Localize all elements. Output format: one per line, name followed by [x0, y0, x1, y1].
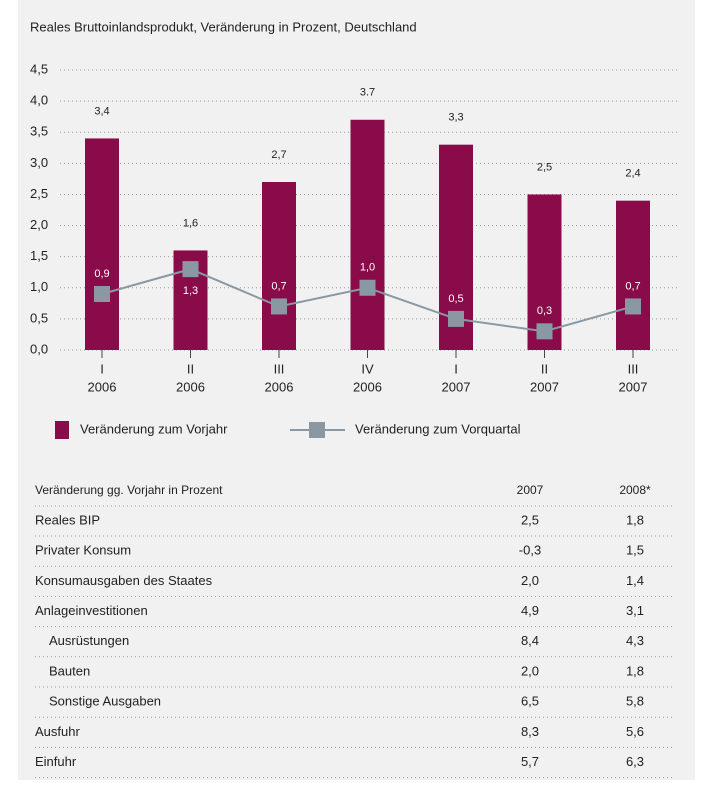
legend-swatch	[55, 421, 69, 439]
line-value-label: 1,3	[183, 285, 198, 297]
table-cell: Konsumausgaben des Staates	[35, 573, 213, 588]
table-cell: 6,5	[521, 694, 539, 709]
bar	[350, 119, 385, 351]
x-tick-label: IV	[361, 361, 374, 376]
table-cell: Ausfuhr	[35, 724, 80, 739]
table-cell: 5,8	[626, 694, 644, 709]
y-tick-label: 4,5	[30, 61, 48, 76]
table-cell: 5,7	[521, 754, 539, 769]
line-marker	[448, 310, 464, 327]
table-cell: 1,4	[626, 573, 644, 588]
legend-label: Veränderung zum Vorjahr	[80, 421, 228, 436]
x-tick-label: 2007	[619, 379, 648, 394]
bar-value-label: 2,5	[537, 161, 552, 173]
table-cell: -0,3	[519, 543, 541, 558]
x-tick-label: 2007	[442, 379, 471, 394]
x-tick-label: II	[187, 361, 194, 376]
bar	[85, 138, 119, 350]
x-tick-label: 2007	[530, 379, 559, 394]
bar-value-label: 3,3	[448, 112, 463, 124]
x-tick-label: III	[274, 361, 285, 376]
bar	[616, 200, 650, 350]
bar-value-label: 2,7	[271, 149, 286, 161]
table-header: Veränderung gg. Vorjahr in Prozent	[35, 483, 223, 497]
table-cell: Anlageinvestitionen	[35, 603, 148, 618]
line-value-label: 0,7	[271, 280, 286, 292]
x-tick-label: III	[628, 361, 639, 376]
bar-value-label: 3,4	[94, 105, 109, 117]
table-cell: Reales BIP	[35, 512, 100, 527]
table-cell: 2,5	[521, 512, 539, 527]
line-value-label: 0,9	[94, 268, 109, 280]
table-cell: 1,5	[626, 543, 644, 558]
y-tick-label: 3,0	[30, 155, 48, 170]
line-marker	[536, 323, 553, 340]
y-tick-label: 0,0	[30, 341, 48, 356]
table-cell: 1,8	[626, 512, 644, 527]
bar	[262, 182, 296, 350]
legend-label: Veränderung zum Vorquartal	[355, 421, 521, 436]
line-value-label: 0,3	[537, 305, 552, 317]
y-tick-label: 2,5	[30, 186, 48, 201]
line-marker	[94, 286, 110, 302]
table-cell: 5,6	[626, 724, 644, 739]
line-marker	[625, 298, 641, 315]
x-tick-label: I	[454, 361, 458, 376]
table-cell: 2,0	[521, 663, 539, 678]
legend-marker	[309, 422, 325, 438]
bar-value-label: 1,6	[183, 217, 198, 229]
bar-value-label: 3.7	[360, 87, 375, 99]
line-value-label: 0,7	[625, 280, 640, 292]
table-cell: 8,3	[521, 724, 539, 739]
table-cell: Privater Konsum	[35, 543, 131, 558]
x-tick-label: 2006	[176, 379, 205, 394]
line-value-label: 0,5	[448, 293, 463, 305]
x-tick-label: 2006	[88, 379, 117, 394]
line-value-label: 1,0	[360, 262, 375, 274]
table-cell: Bauten	[49, 663, 90, 678]
y-tick-label: 0,5	[30, 310, 48, 325]
x-tick-label: 2006	[353, 379, 382, 394]
chart-title: Reales Bruttoinlandsprodukt, Veränderung…	[30, 19, 417, 34]
y-tick-label: 1,5	[30, 248, 48, 263]
line-marker	[182, 261, 199, 278]
y-tick-label: 4,0	[30, 93, 48, 108]
y-tick-label: 3,5	[30, 124, 48, 139]
table-cell: 6,3	[626, 754, 644, 769]
table-cell: 2,0	[521, 573, 539, 588]
table-cell: 8,4	[521, 633, 539, 648]
table-cell: Sonstige Ausgaben	[49, 694, 161, 709]
table-cell: 3,1	[626, 603, 644, 618]
x-tick-label: I	[100, 361, 104, 376]
x-tick-label: II	[541, 361, 548, 376]
bar-value-label: 2,4	[625, 168, 640, 180]
line-marker	[359, 279, 376, 296]
table-header: 2008*	[619, 483, 651, 497]
x-tick-label: 2006	[265, 379, 294, 394]
table-cell: Ausrüstungen	[49, 633, 129, 648]
table-cell: 4,3	[626, 633, 644, 648]
y-tick-label: 1,0	[30, 279, 48, 294]
line-marker	[271, 298, 287, 315]
table-cell: 1,8	[626, 663, 644, 678]
table-cell: 4,9	[521, 603, 539, 618]
y-tick-label: 2,0	[30, 217, 48, 232]
table-header: 2007	[517, 483, 544, 497]
table-cell: Einfuhr	[35, 754, 77, 769]
